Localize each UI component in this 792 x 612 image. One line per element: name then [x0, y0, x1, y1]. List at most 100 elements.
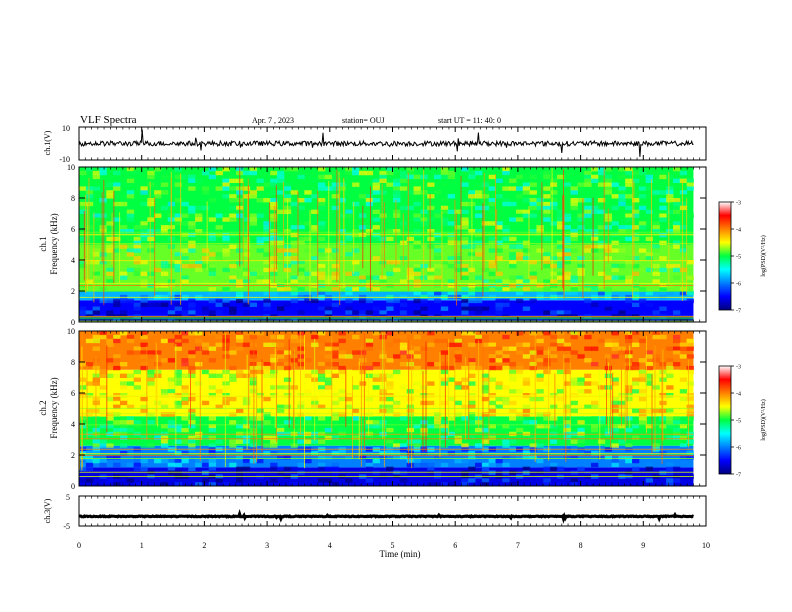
spectrogram-cell	[543, 310, 551, 315]
spectrogram-cell	[263, 306, 271, 311]
spectrogram-cell	[570, 205, 578, 211]
spectrogram-cell	[488, 435, 496, 440]
spectrogram-cell	[236, 400, 244, 406]
spectrogram-cell	[256, 416, 264, 421]
spectrogram-cell	[666, 190, 674, 195]
spectrogram-cell	[502, 225, 510, 230]
spectrogram-cell	[126, 462, 135, 468]
spectrogram-cell	[304, 190, 312, 195]
spectrogram-cell	[570, 190, 578, 195]
spectrogram-cell	[666, 373, 674, 378]
spectrogram-cell	[536, 291, 544, 296]
spectrogram-cell	[632, 263, 640, 269]
spectrogram-cell	[570, 334, 578, 340]
spectrogram-cell	[591, 236, 599, 242]
spectrogram-cell	[242, 389, 251, 394]
spectrogram-cell	[672, 240, 681, 245]
spectrogram-cell	[515, 350, 524, 355]
spectrogram-cell	[529, 190, 537, 195]
spectrogram-cell	[625, 170, 633, 176]
spectrogram-cell	[338, 256, 346, 261]
spectrogram-cell	[529, 420, 537, 425]
spectrogram-cell	[229, 217, 237, 222]
spectrogram-cell	[679, 424, 688, 429]
spectrogram-cell	[147, 182, 155, 187]
spectrogram-cell	[611, 354, 619, 359]
spectrogram-cell	[604, 275, 613, 280]
spectrogram-cell	[474, 287, 483, 292]
spectrogram-cell	[420, 298, 428, 304]
spectrogram-cell	[242, 373, 251, 378]
spectrogram-cell	[440, 338, 449, 344]
spectrogram-cell	[236, 435, 244, 440]
spectrogram-cell	[440, 365, 449, 371]
spectrogram-cell	[488, 342, 496, 347]
spectrogram-cell	[591, 256, 599, 261]
spectrogram-cell	[393, 198, 401, 203]
spectrogram-cell	[591, 229, 599, 234]
spectrogram-cell	[495, 346, 503, 351]
spectrogram-cell	[119, 416, 128, 421]
spectrogram-cell	[263, 302, 271, 307]
spectrogram-cell	[625, 350, 633, 355]
spectrogram-cell	[174, 439, 182, 444]
spectrogram-cell	[208, 408, 217, 413]
spectrogram-cell	[331, 466, 339, 471]
spectrogram-cell	[167, 377, 176, 382]
spectrogram-cell	[249, 350, 258, 355]
spectrogram-cell	[174, 182, 182, 187]
spectrogram-cell	[604, 190, 613, 195]
spectrogram-cell	[495, 396, 503, 402]
spectrogram-cell	[126, 178, 135, 183]
spectrogram-cell	[625, 365, 633, 371]
spectrogram-cell	[140, 365, 148, 371]
spectrogram-cell	[447, 439, 456, 444]
spectrogram-cell	[140, 298, 148, 304]
spectrogram-cell	[563, 186, 572, 191]
spectrogram-cell	[625, 306, 633, 311]
spectrogram-cell	[276, 334, 285, 340]
spectrogram-cell	[625, 455, 633, 460]
spectrogram-cell	[577, 267, 585, 273]
spectrogram-cell	[550, 279, 558, 284]
spectrogram-cell	[311, 263, 319, 269]
spectrogram-cell	[119, 275, 128, 280]
spectrogram-cell	[181, 358, 189, 363]
station-label: station= OUJ	[342, 116, 385, 125]
xtick-label: 4	[328, 541, 332, 550]
spectrogram-cell	[99, 369, 107, 375]
spectrogram-cell	[509, 252, 517, 257]
spectrogram-cell	[208, 458, 217, 464]
spectrogram-cell	[393, 209, 401, 214]
spectrogram-cell	[270, 462, 278, 468]
spectrogram-cell	[632, 170, 640, 176]
spectrogram-cell	[297, 198, 305, 203]
spectrogram-cell	[659, 198, 667, 203]
spectrogram-cell	[379, 213, 387, 218]
spectrogram-cell	[666, 420, 674, 425]
spectrogram-cell	[358, 455, 367, 460]
spectrogram-cell	[536, 396, 544, 402]
spectrogram-cell	[481, 412, 490, 417]
spectrogram-cell	[195, 458, 203, 464]
spectrogram-cell	[570, 381, 578, 386]
spectrogram-cell	[509, 236, 517, 242]
spectrogram-cell	[188, 435, 196, 440]
spectrogram-cell	[270, 217, 278, 222]
spectrogram-cell	[372, 190, 380, 195]
spectrogram-cell	[154, 482, 162, 487]
spectrogram-cell	[686, 396, 694, 402]
spectrogram-cell	[106, 416, 114, 421]
spectrogram-cell	[276, 466, 285, 471]
spectrogram-cell	[604, 455, 613, 460]
spectrogram-cell	[509, 346, 517, 351]
spectrogram-cell	[645, 408, 653, 413]
spectrogram-cell	[550, 424, 558, 429]
spectrogram-cell	[133, 369, 141, 375]
spectrogram-cell	[509, 424, 517, 429]
time-axis-label: Time (min)	[380, 549, 421, 559]
colorbar-tick-label: -3	[736, 365, 741, 371]
spectrogram-cell	[550, 358, 558, 363]
spectrogram-cell	[215, 439, 223, 444]
spectrogram-cell	[338, 182, 346, 187]
